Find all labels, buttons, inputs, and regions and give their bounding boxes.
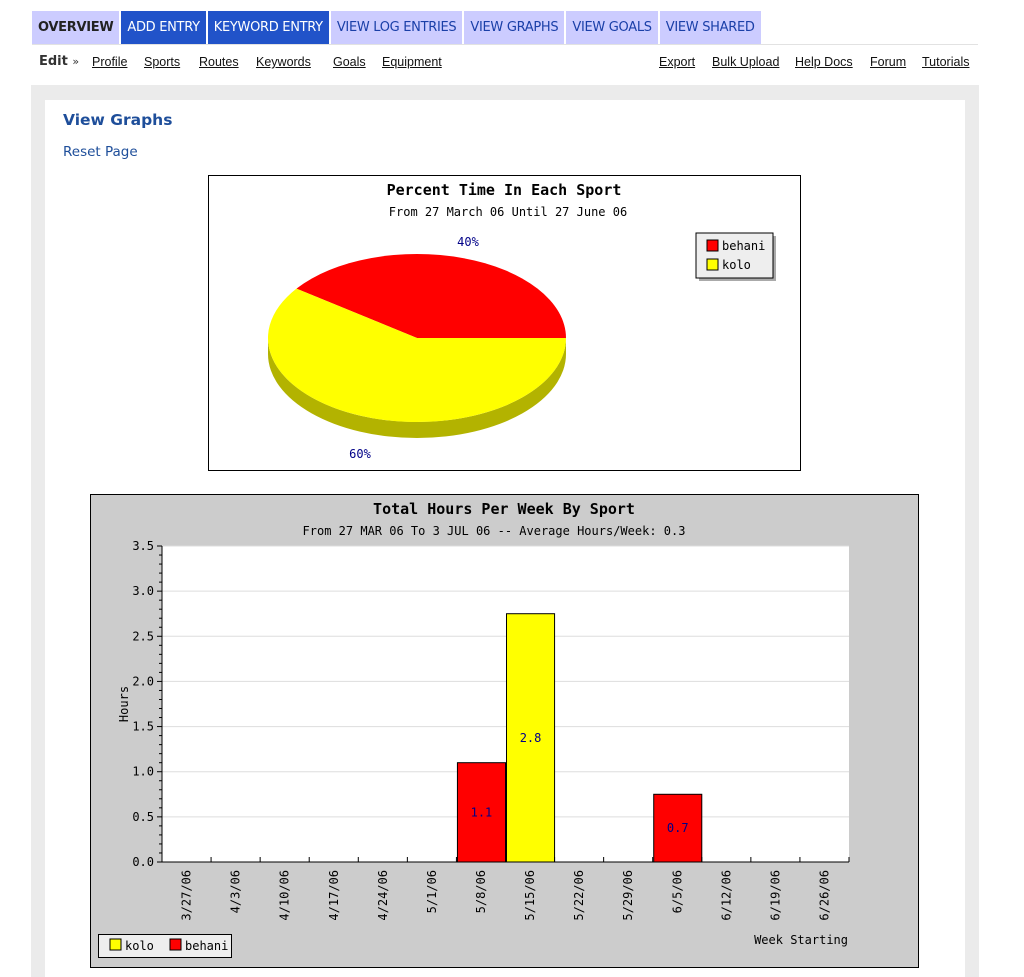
bar-chart-title: Total Hours Per Week By Sport <box>373 500 635 518</box>
export-link[interactable]: Export <box>659 55 696 69</box>
bar-value-label: 1.1 <box>471 805 493 819</box>
tutorials-link[interactable]: Tutorials <box>922 55 970 69</box>
bar-chart: Total Hours Per Week By Sport From 27 MA… <box>90 494 919 968</box>
pie-label-kolo: 60% <box>349 447 371 461</box>
pie-slice-behani <box>296 253 566 338</box>
bar-value-label: 0.7 <box>667 821 689 835</box>
keywords-link[interactable]: Keywords <box>256 55 311 69</box>
x-axis-label: Week Starting <box>754 933 848 947</box>
x-tick-label: 5/8/06 <box>474 870 488 913</box>
legend-swatch-behani <box>706 239 719 252</box>
y-tick-label: 1.0 <box>132 765 154 779</box>
bar-value-label: 2.8 <box>520 731 542 745</box>
x-tick-label: 6/12/06 <box>719 870 733 921</box>
page-title: View Graphs <box>63 111 173 129</box>
bar-legend: kolo behani <box>98 934 232 958</box>
x-tick-label: 5/29/06 <box>621 870 635 921</box>
tab-overview[interactable]: OVERVIEW <box>32 11 120 44</box>
x-tick-label: 5/15/06 <box>523 870 537 921</box>
equipment-link[interactable]: Equipment <box>382 55 442 69</box>
y-tick-label: 2.5 <box>132 629 154 643</box>
reset-page-link[interactable]: Reset Page <box>63 144 138 160</box>
y-tick-label: 1.5 <box>132 720 154 734</box>
tab-view-log-entries[interactable]: VIEW LOG ENTRIES <box>330 11 463 44</box>
x-tick-label: 4/3/06 <box>229 870 243 913</box>
pie-chart: Percent Time In Each Sport From 27 March… <box>208 175 801 471</box>
bar-kolo-7 <box>506 613 556 863</box>
bar-chart-subtitle: From 27 MAR 06 To 3 JUL 06 -- Average Ho… <box>303 524 686 538</box>
help-docs-link[interactable]: Help Docs <box>795 55 853 69</box>
pie-chart-title: Percent Time In Each Sport <box>387 181 622 199</box>
y-tick-label: 0.5 <box>132 810 154 824</box>
main-tabs: OVERVIEW ADD ENTRY KEYWORD ENTRY VIEW LOG E… <box>32 11 763 44</box>
tab-keyword-entry[interactable]: KEYWORD ENTRY <box>207 11 329 44</box>
x-tick-label: 4/17/06 <box>327 870 341 921</box>
x-tick-label: 4/24/06 <box>376 870 390 921</box>
bulk-upload-link[interactable]: Bulk Upload <box>712 55 780 69</box>
x-tick-label: 6/26/06 <box>817 870 831 921</box>
legend-swatch-behani <box>169 938 182 951</box>
goals-link[interactable]: Goals <box>333 55 366 69</box>
x-tick-label: 5/22/06 <box>572 870 586 921</box>
x-tick-label: 5/1/06 <box>425 870 439 913</box>
y-tick-label: 2.0 <box>132 674 154 688</box>
forum-link[interactable]: Forum <box>870 55 907 69</box>
y-axis-label: Hours <box>117 686 131 722</box>
pie-legend-behani: behani <box>722 239 765 253</box>
bar-behani-10 <box>653 793 703 863</box>
pie-side-kolo <box>268 338 566 438</box>
pie-chart-subtitle: From 27 March 06 Until 27 June 06 <box>389 205 627 219</box>
tab-view-goals[interactable]: VIEW GOALS <box>566 11 658 44</box>
x-tick-label: 6/19/06 <box>768 870 782 921</box>
pie-legend: behani kolo <box>695 232 776 281</box>
sports-link[interactable]: Sports <box>144 55 181 69</box>
y-tick-label: 3.5 <box>132 539 154 553</box>
y-tick-label: 3.0 <box>132 584 154 598</box>
x-tick-label: 4/10/06 <box>278 870 292 921</box>
legend-swatch-kolo <box>109 938 122 951</box>
bar-legend-behani: behani <box>185 939 228 953</box>
edit-label: Edit » <box>39 54 80 69</box>
x-tick-label: 6/5/06 <box>670 870 684 913</box>
tab-view-shared[interactable]: VIEW SHARED <box>659 11 761 44</box>
tab-add-entry[interactable]: ADD ENTRY <box>121 11 206 44</box>
x-tick-label: 3/27/06 <box>180 870 194 921</box>
bar-behani-6 <box>456 762 506 863</box>
routes-link[interactable]: Routes <box>199 55 239 69</box>
sub-navigation: Edit » Profile Sports Routes Keywords Go… <box>32 52 978 74</box>
y-tick-label: 0.0 <box>132 855 154 869</box>
pie-legend-kolo: kolo <box>722 258 751 272</box>
profile-link[interactable]: Profile <box>92 55 128 69</box>
tab-divider <box>32 44 978 45</box>
pie-slice-kolo <box>268 288 566 422</box>
legend-swatch-kolo <box>706 258 719 271</box>
tab-view-graphs[interactable]: VIEW GRAPHS <box>464 11 565 44</box>
pie-label-behani: 40% <box>457 235 479 249</box>
bar-legend-kolo: kolo <box>125 939 154 953</box>
